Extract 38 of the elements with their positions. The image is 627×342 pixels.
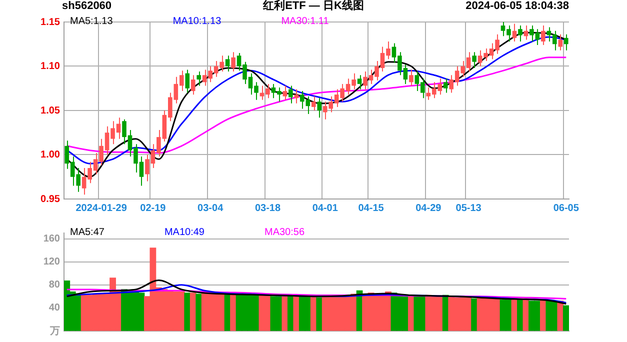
x-tick-label: 04-29 xyxy=(416,202,442,214)
y-tick-label: 万 xyxy=(49,326,60,337)
text: 2024-06-05 18:04:38 xyxy=(466,0,569,12)
y-tick-label: 1.10 xyxy=(40,61,60,72)
x-tick-label: 06-05 xyxy=(553,202,580,214)
bar xyxy=(184,292,191,331)
y-tick-label: 1.00 xyxy=(40,150,60,160)
y-tick-label: 1.05 xyxy=(40,105,60,116)
bar xyxy=(196,294,202,331)
text: MA10:49 xyxy=(164,227,204,238)
text: MA5:47 xyxy=(70,227,104,238)
bar xyxy=(471,298,478,331)
x-tick-label: 04-15 xyxy=(358,202,384,214)
bar xyxy=(562,305,569,331)
bar xyxy=(517,300,524,331)
y-tick-label: 120 xyxy=(43,256,60,268)
x-tick-label: 2024-01-29 xyxy=(76,202,128,214)
x-tick-label: 05-13 xyxy=(456,202,482,214)
text: sh562060 xyxy=(62,0,112,12)
x-tick-label: 03-04 xyxy=(198,202,224,214)
y-tick-label: 80 xyxy=(48,280,60,291)
text: MA10:1.13 xyxy=(172,16,222,27)
x-tick-label: 04-01 xyxy=(312,202,338,214)
y-tick-label: 1.15 xyxy=(40,16,60,28)
y-tick-label: 0.95 xyxy=(40,194,60,205)
text: MA5:1.13 xyxy=(70,16,113,27)
chart-title: 红利ETF — 日K线图 xyxy=(263,0,364,12)
bar xyxy=(316,297,323,331)
y-tick-label: 160 xyxy=(43,234,60,245)
x-tick-label: 03-18 xyxy=(254,202,281,214)
text: MA30:1.11 xyxy=(281,16,329,27)
y-tick-label: 40 xyxy=(48,302,60,314)
text: MA30:56 xyxy=(264,227,305,238)
line-series xyxy=(66,280,567,305)
bar xyxy=(282,294,288,331)
x-tick-label: 02-19 xyxy=(140,202,166,214)
bar xyxy=(293,294,300,331)
bar xyxy=(230,294,236,331)
